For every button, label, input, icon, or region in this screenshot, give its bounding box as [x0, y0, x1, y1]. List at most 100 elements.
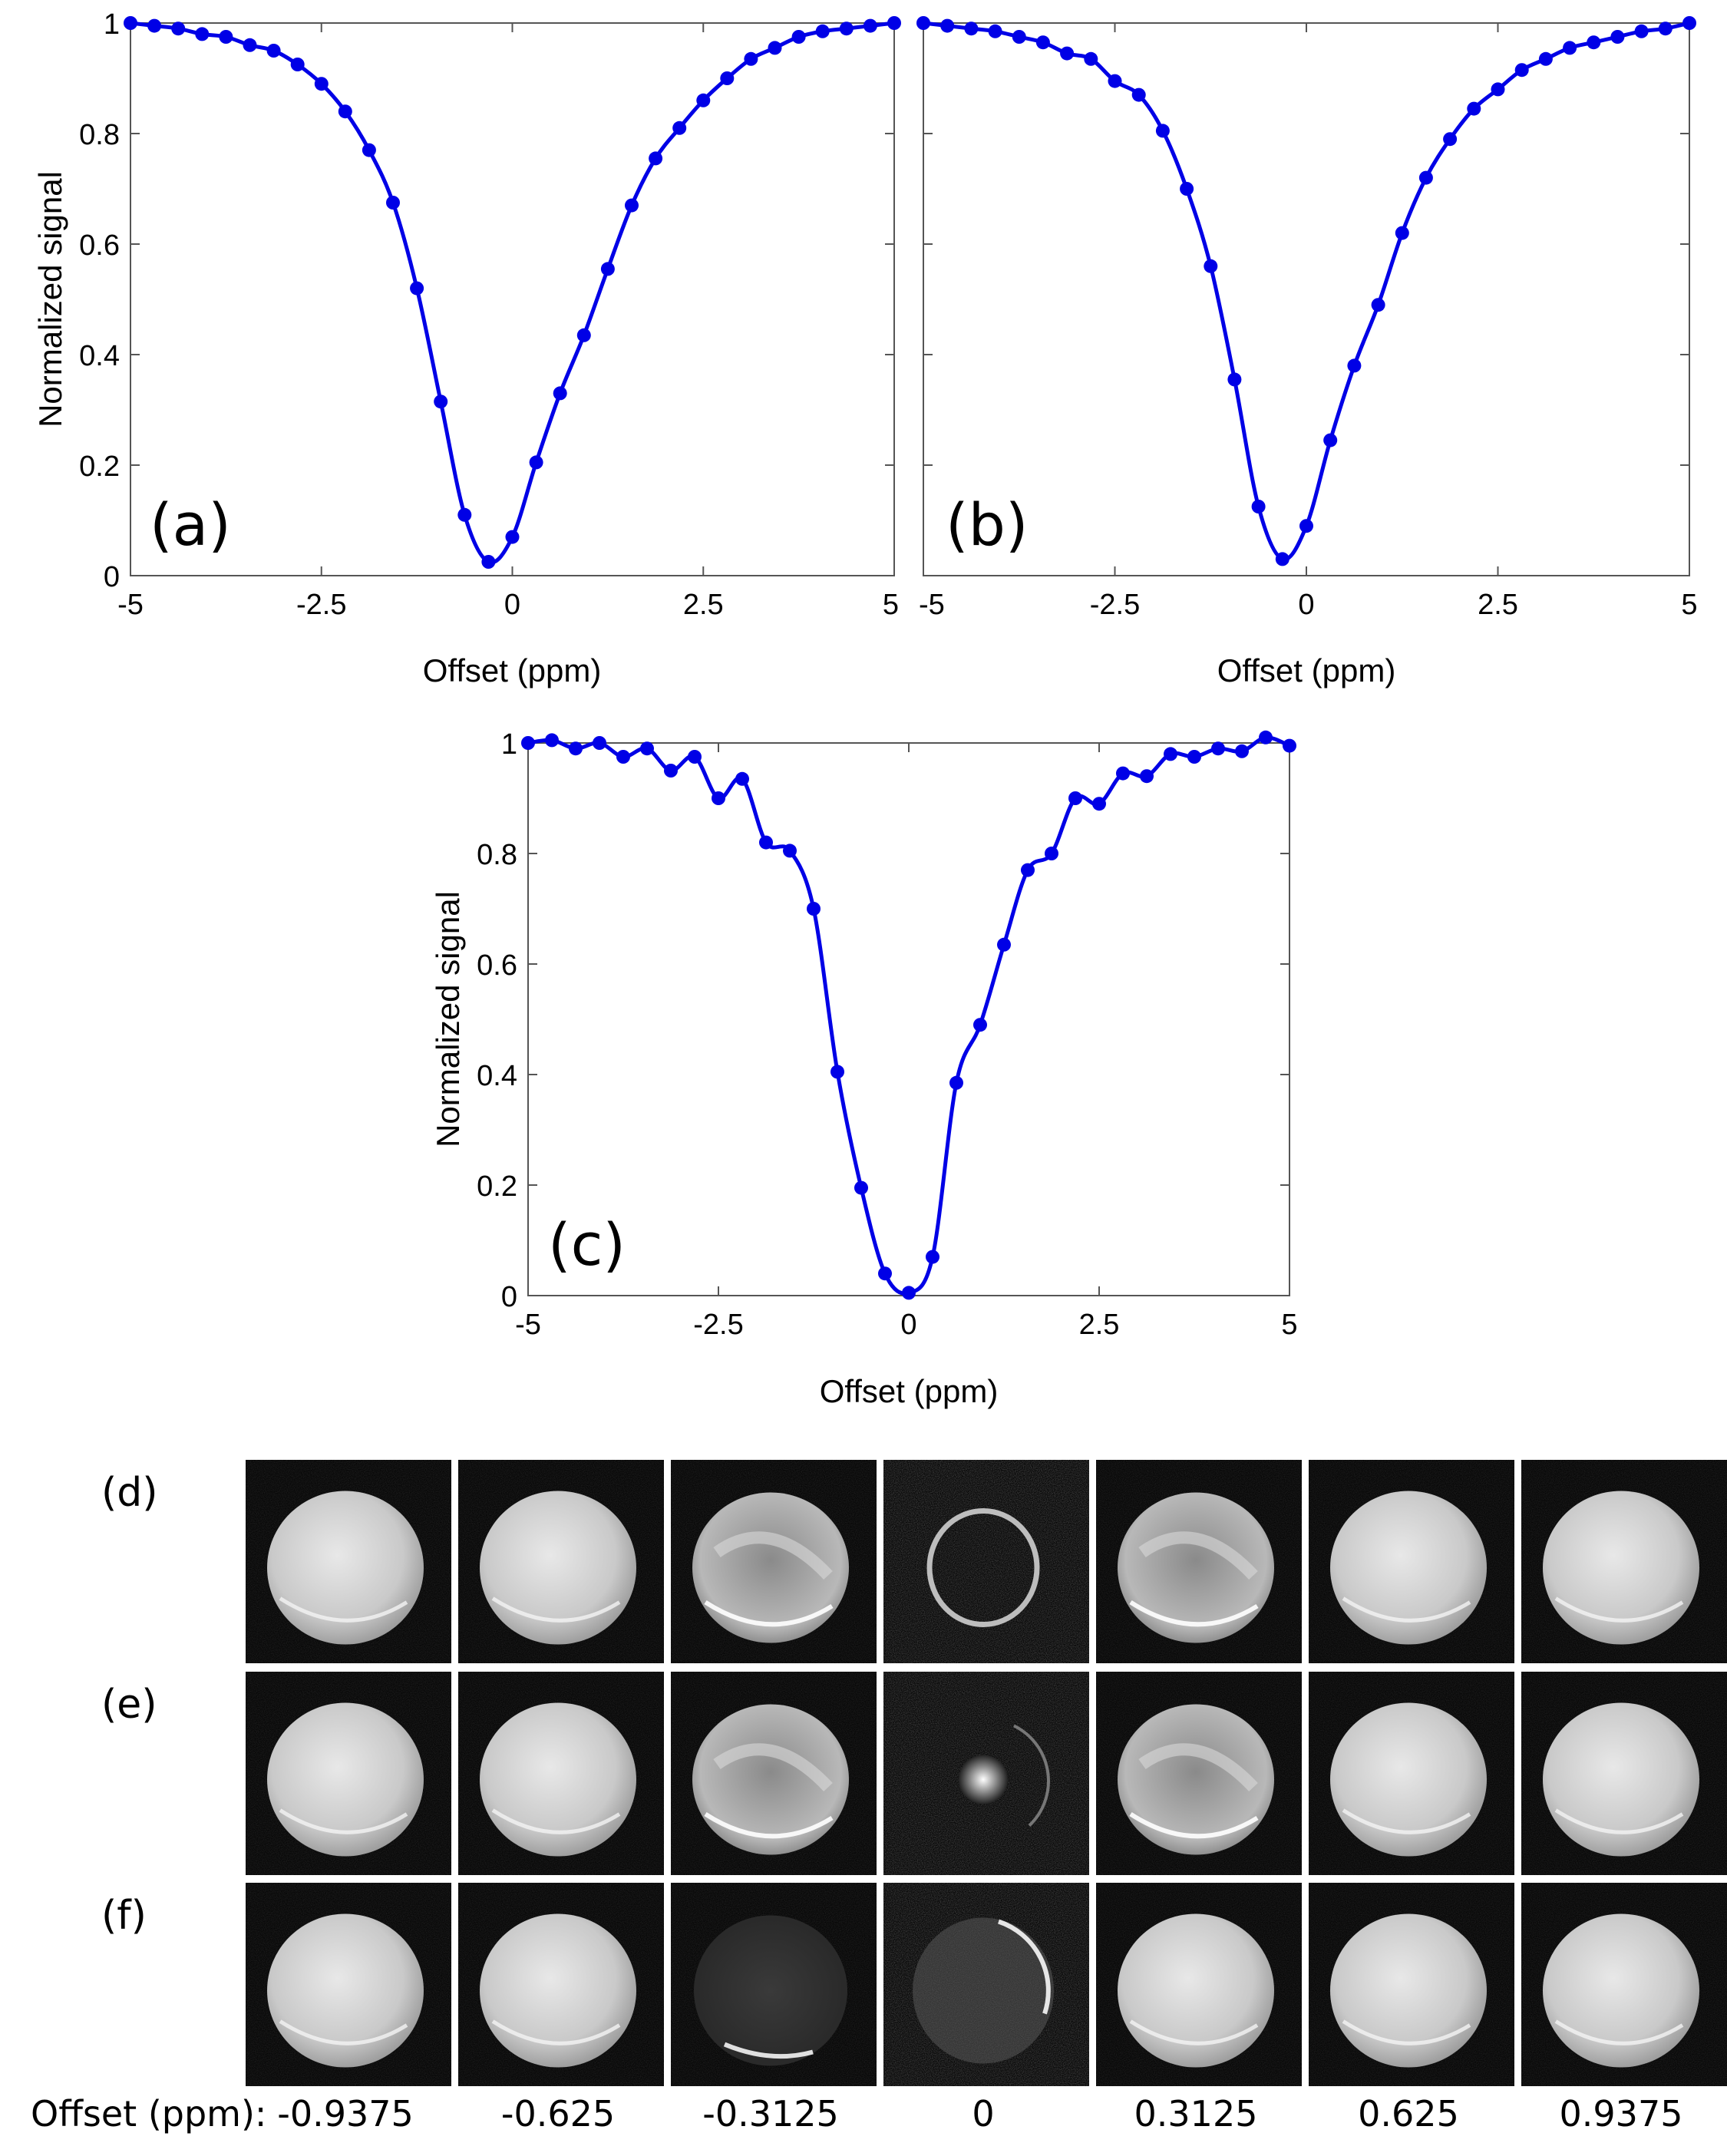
chart-b-point: [1108, 74, 1122, 88]
chart-a-point: [553, 386, 567, 401]
offset-value-label: 0.625: [1358, 2093, 1459, 2135]
chart-c-point: [783, 844, 797, 858]
chart-c-xtick-label: 0: [900, 1309, 916, 1341]
chart-c-point: [688, 750, 702, 764]
chart-a-point: [338, 104, 352, 119]
chart-c-point: [807, 902, 821, 916]
chart-b-point: [1131, 87, 1146, 102]
chart-a-ytick-label: 0.2: [79, 451, 120, 483]
chart-c-point: [1211, 741, 1225, 756]
mri-image-tile: [246, 1672, 451, 1875]
chart-b-point: [1491, 82, 1505, 97]
mri-image-tile: [458, 1883, 664, 2086]
chart-b-point: [1563, 41, 1577, 55]
chart-a-series-line: [130, 21, 895, 565]
chart-b-point: [988, 24, 1002, 38]
chart-a-xlabel: Offset (ppm): [423, 652, 602, 688]
image-row-label: (e): [101, 1682, 157, 1728]
chart-c-point: [735, 771, 749, 786]
chart-b-point: [1155, 124, 1170, 138]
chart-a-xtick-label: 2.5: [683, 589, 724, 621]
mri-image-tile: [246, 1460, 451, 1663]
chart-c-ytick-label: 0.2: [477, 1170, 517, 1203]
chart-c-point: [1235, 744, 1249, 758]
chart-c-xtick-label: -5: [515, 1309, 541, 1341]
chart-c-point: [973, 1018, 987, 1032]
chart-b-point: [940, 18, 955, 33]
chart-c-xtick-label: -2.5: [693, 1309, 743, 1341]
chart-b-point: [1323, 433, 1338, 447]
panel-label-c: (c): [548, 1210, 626, 1279]
mri-image-tile: [671, 1460, 877, 1663]
mri-image-tile: [1309, 1460, 1514, 1663]
chart-a-point: [314, 77, 329, 91]
chart-a-point: [266, 44, 281, 58]
chart-c-point: [545, 733, 559, 748]
chart-a-point: [124, 16, 137, 30]
chart-a: -5 -2.5 0 2.5 5 0 0.2 0.4 0.6 0.8 1 Offset (ppm) N…: [32, 8, 901, 688]
chart-a-point: [219, 30, 233, 44]
chart-b-xtick-label: 5: [1681, 589, 1697, 621]
chart-a-ytick-label: 1: [104, 8, 120, 41]
mri-image-tile: [1521, 1672, 1727, 1875]
chart-a-point: [672, 121, 687, 135]
chart-b-point: [1275, 552, 1289, 566]
chart-c-point: [1140, 769, 1154, 784]
chart-b-point: [1060, 46, 1075, 61]
mri-image-tile: [671, 1672, 877, 1875]
chart-b-series-line: [923, 21, 1690, 562]
chart-c-ytick-label: 0.8: [477, 839, 517, 871]
chart-b-point: [1467, 101, 1481, 116]
image-grid: [246, 1460, 1727, 2086]
chart-c-point: [997, 937, 1011, 952]
chart-b-point: [1180, 182, 1194, 196]
chart-c-point: [1045, 847, 1058, 860]
chart-b-point: [1035, 35, 1050, 50]
chart-b-xtick-label: -5: [919, 589, 945, 621]
mri-image-tile: [246, 1883, 451, 2086]
mri-image-tile: [883, 1883, 1089, 2086]
offset-value-label: 0: [972, 2093, 994, 2135]
chart-b-xtick-label: 2.5: [1478, 589, 1518, 621]
chart-a-plot-area: [130, 22, 895, 576]
chart-a-ytick-label: 0: [104, 561, 120, 593]
chart-c-point: [902, 1286, 916, 1300]
chart-c-point: [1021, 863, 1035, 877]
chart-c-point: [521, 736, 535, 750]
chart-b: -5 -2.5 0 2.5 5 Offset (ppm) (b): [916, 16, 1698, 688]
chart-c-point: [593, 736, 606, 750]
chart-b-point: [1514, 63, 1529, 78]
mri-image-tile: [1096, 1883, 1302, 2086]
chart-c-point: [1116, 766, 1130, 781]
image-row-label: (f): [101, 1893, 147, 1939]
chart-a-point: [290, 58, 305, 71]
chart-c-point: [1164, 747, 1177, 761]
chart-b-point: [1610, 30, 1625, 44]
chart-a-point: [815, 24, 830, 38]
chart-c-xtick-label: 5: [1281, 1309, 1297, 1341]
chart-b-points: [916, 16, 1696, 566]
chart-b-xtick-label: -2.5: [1090, 589, 1140, 621]
image-row-label: (d): [101, 1470, 158, 1516]
chart-c-point: [664, 764, 678, 778]
chart-c: -5 -2.5 0 2.5 5 0 0.2 0.4 0.6 0.8 1 Offset (ppm) N…: [430, 728, 1298, 1409]
chart-a-point: [481, 555, 496, 569]
mri-image-tile: [883, 1672, 1089, 1875]
chart-a-point: [386, 196, 400, 210]
chart-a-point: [147, 18, 162, 33]
chart-a-xtick-label: -2.5: [296, 589, 346, 621]
offset-value-label: -0.9375: [277, 2093, 414, 2135]
chart-b-point: [1395, 226, 1409, 240]
chart-a-point: [768, 41, 782, 55]
chart-c-point: [712, 791, 725, 805]
chart-a-point: [505, 530, 520, 544]
chart-b-point: [1682, 16, 1696, 30]
chart-c-point: [878, 1266, 892, 1281]
chart-a-point: [839, 21, 854, 36]
chart-b-point: [1204, 259, 1218, 273]
offset-value-label: 0.3125: [1134, 2093, 1258, 2135]
chart-b-point: [1443, 132, 1458, 147]
chart-c-point: [854, 1180, 868, 1195]
chart-a-point: [720, 71, 735, 85]
